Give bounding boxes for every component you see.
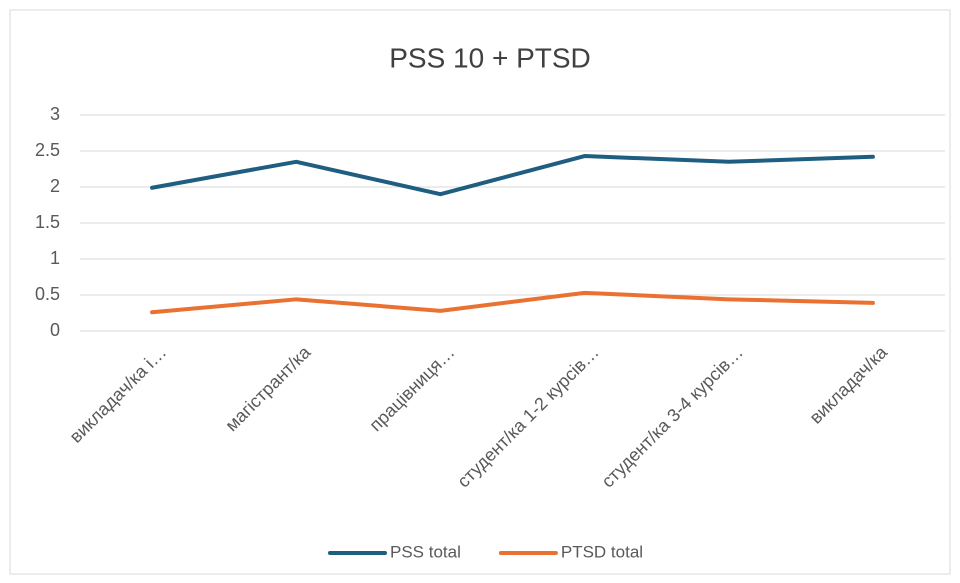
- y-tick-label: 1.5: [35, 212, 60, 232]
- legend-label: PTSD total: [561, 542, 643, 561]
- legend-label: PSS total: [390, 542, 461, 561]
- y-tick-label: 0.5: [35, 284, 60, 304]
- chart-border: [9, 9, 951, 575]
- data-line: [150, 154, 875, 197]
- y-tick-label: 3: [50, 104, 60, 124]
- data-line: [150, 290, 875, 315]
- y-tick-label: 0: [50, 320, 60, 340]
- chart-title: PSS 10 + PTSD: [389, 42, 591, 73]
- y-tick-label: 1: [50, 248, 60, 268]
- y-tick-label: 2.5: [35, 140, 60, 160]
- y-tick-label: 2: [50, 176, 60, 196]
